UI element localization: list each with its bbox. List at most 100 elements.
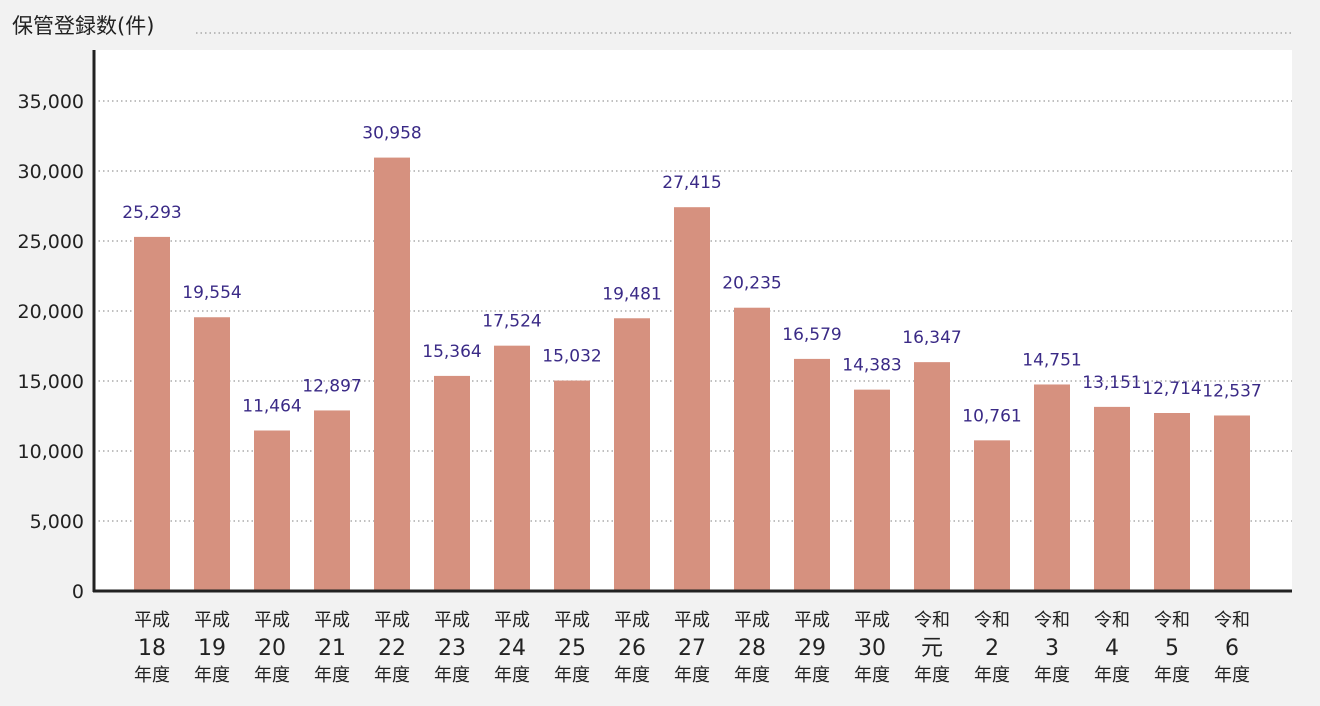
y-tick-label: 10,000: [18, 441, 84, 463]
x-label-era: 令和: [1214, 610, 1250, 631]
y-tick-label: 5,000: [30, 511, 84, 533]
x-label-suffix: 年度: [734, 665, 770, 686]
data-label: 10,761: [962, 406, 1021, 426]
y-tick-label: 20,000: [18, 301, 84, 323]
bar: [1214, 415, 1250, 591]
x-label-era: 平成: [374, 610, 410, 631]
x-label-era: 平成: [134, 610, 170, 631]
data-label: 27,415: [662, 173, 721, 193]
bar: [374, 157, 410, 591]
x-label-era: 平成: [554, 610, 590, 631]
data-label: 11,464: [242, 397, 301, 417]
x-label-suffix: 年度: [1214, 665, 1250, 686]
x-label-era: 令和: [974, 610, 1010, 631]
bar: [854, 389, 890, 591]
bar: [614, 318, 650, 591]
x-label-number: 28: [738, 636, 766, 661]
bar: [254, 430, 290, 591]
x-label-number: 22: [378, 636, 406, 661]
data-label: 20,235: [722, 274, 781, 294]
x-label-suffix: 年度: [314, 665, 350, 686]
x-label-suffix: 年度: [674, 665, 710, 686]
x-label-suffix: 年度: [1154, 665, 1190, 686]
y-tick-labels: 0 5,000 10,000 15,000 20,000 25,000 30,000 35,0…: [18, 91, 84, 603]
x-label-era: 平成: [494, 610, 530, 631]
x-label-suffix: 年度: [134, 665, 170, 686]
x-label-number: 2: [985, 636, 999, 661]
x-label-suffix: 年度: [374, 665, 410, 686]
data-label: 15,032: [542, 347, 601, 367]
data-label: 13,151: [1082, 373, 1141, 393]
data-label: 19,481: [602, 284, 661, 304]
x-label-era: 平成: [734, 610, 770, 631]
x-label-era: 令和: [1094, 610, 1130, 631]
x-label-suffix: 年度: [614, 665, 650, 686]
x-label-suffix: 年度: [254, 665, 290, 686]
x-category-labels: 平成18年度平成19年度平成20年度平成21年度平成22年度平成23年度平成24…: [134, 610, 1250, 686]
x-label-number: 24: [498, 636, 526, 661]
x-label-number: 25: [558, 636, 586, 661]
bar: [674, 207, 710, 591]
y-axis-title: 保管登録数(件): [12, 14, 154, 38]
data-label: 12,537: [1202, 381, 1261, 401]
x-label-suffix: 年度: [194, 665, 230, 686]
x-label-number: 18: [138, 636, 166, 661]
data-label: 15,364: [422, 342, 481, 362]
x-label-number: 27: [678, 636, 706, 661]
x-label-number: 4: [1105, 636, 1119, 661]
bar: [1034, 384, 1070, 591]
bar: [794, 358, 830, 591]
x-label-number: 21: [318, 636, 346, 661]
x-label-era: 平成: [794, 610, 830, 631]
x-label-suffix: 年度: [434, 665, 470, 686]
x-label-era: 令和: [1034, 610, 1070, 631]
bar: [914, 362, 950, 591]
x-label-suffix: 年度: [914, 665, 950, 686]
bars: [134, 157, 1250, 591]
x-label-era: 平成: [674, 610, 710, 631]
bar: [1094, 406, 1130, 591]
x-label-number: 6: [1225, 636, 1239, 661]
x-label-era: 平成: [314, 610, 350, 631]
x-label-suffix: 年度: [794, 665, 830, 686]
x-label-era: 平成: [434, 610, 470, 631]
x-label-number: 5: [1165, 636, 1179, 661]
x-label-suffix: 年度: [554, 665, 590, 686]
y-tick-label: 35,000: [18, 91, 84, 113]
x-label-number: 19: [198, 636, 226, 661]
x-label-era: 平成: [254, 610, 290, 631]
x-label-number: 29: [798, 636, 826, 661]
bar: [494, 345, 530, 591]
x-label-number: 23: [438, 636, 466, 661]
data-label: 12,714: [1142, 379, 1201, 399]
x-label-number: 26: [618, 636, 646, 661]
x-label-suffix: 年度: [1034, 665, 1070, 686]
bar: [974, 440, 1010, 591]
x-label-suffix: 年度: [854, 665, 890, 686]
bar: [434, 375, 470, 591]
bar: [1154, 413, 1190, 591]
x-label-suffix: 年度: [974, 665, 1010, 686]
bar: [314, 410, 350, 591]
x-label-number: 30: [858, 636, 886, 661]
data-label: 14,751: [1022, 350, 1081, 370]
x-label-era: 平成: [194, 610, 230, 631]
data-label: 19,554: [182, 283, 241, 303]
x-label-era: 令和: [1154, 610, 1190, 631]
x-label-number: 元: [921, 636, 943, 661]
bar: [734, 307, 770, 591]
bar: [134, 236, 170, 591]
y-tick-label: 30,000: [18, 161, 84, 183]
bar: [194, 317, 230, 591]
y-tick-label: 15,000: [18, 371, 84, 393]
data-label: 16,579: [782, 325, 841, 345]
data-label: 16,347: [902, 328, 961, 348]
data-label: 12,897: [302, 376, 361, 396]
x-label-suffix: 年度: [1094, 665, 1130, 686]
y-tick-label: 25,000: [18, 231, 84, 253]
data-label: 25,293: [122, 203, 181, 223]
x-label-era: 平成: [614, 610, 650, 631]
